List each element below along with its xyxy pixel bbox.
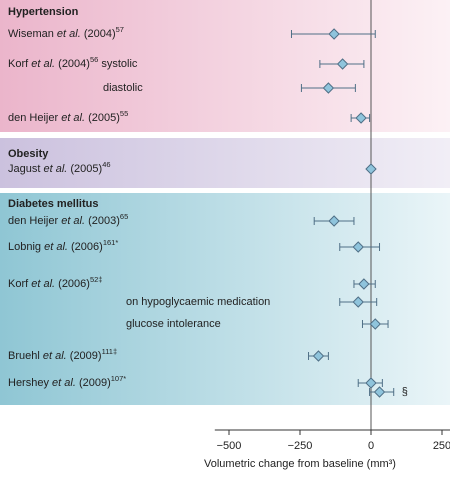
point: [328, 28, 340, 40]
author: Korf: [8, 278, 31, 290]
study-label: Wiseman et al. (2004)57: [8, 25, 124, 40]
year: (2004): [81, 28, 116, 40]
study-label: den Heijer et al. (2005)55: [8, 109, 128, 124]
point: [369, 318, 381, 330]
year: (2003): [85, 215, 120, 227]
year: (2006): [68, 241, 103, 253]
point: [328, 215, 340, 227]
x-axis-label: Volumetric change from baseline (mm³): [204, 458, 396, 470]
x-tick-label: −250: [288, 440, 313, 452]
point: [355, 112, 367, 124]
study-label: on hypoglycaemic medication: [126, 296, 270, 308]
ref: 55: [120, 109, 128, 118]
ref: 65: [120, 212, 128, 221]
et-al: et al.: [61, 112, 85, 124]
study-label: diastolic: [103, 82, 143, 94]
point: [322, 82, 335, 94]
point: [358, 278, 370, 290]
ref: 161*: [103, 238, 119, 247]
year: (2005): [67, 163, 102, 175]
author: den Heijer: [8, 215, 61, 227]
author: Jagust: [8, 163, 43, 175]
year: (2004): [55, 58, 90, 70]
ref: 56: [90, 55, 98, 64]
et-al: et al.: [31, 58, 55, 70]
year: (2006): [55, 278, 90, 290]
study-label: Korf et al. (2004)56 systolic: [8, 55, 138, 70]
section-title: Hypertension: [8, 6, 79, 18]
study-label: Lobnig et al. (2006)161*: [8, 238, 118, 253]
study-label: Bruehl et al. (2009)111‡: [8, 347, 117, 362]
et-al: et al.: [57, 28, 81, 40]
note: §: [402, 386, 408, 398]
extra: on hypoglycaemic medication: [126, 296, 270, 308]
point: [365, 163, 377, 175]
et-al: et al.: [44, 241, 68, 253]
ref: 52‡: [90, 275, 103, 284]
author: Korf: [8, 58, 31, 70]
author: Bruehl: [8, 350, 43, 362]
year: (2009): [76, 377, 111, 389]
point: [373, 386, 386, 398]
study-label: den Heijer et al. (2003)65: [8, 212, 128, 227]
x-tick-label: 0: [368, 440, 374, 452]
extra: diastolic: [103, 82, 143, 94]
ref: 111‡: [102, 347, 118, 356]
study-label: Korf et al. (2006)52‡: [8, 275, 102, 290]
et-al: et al.: [43, 163, 67, 175]
author: Wiseman: [8, 28, 57, 40]
et-al: et al.: [43, 350, 67, 362]
point: [352, 241, 364, 253]
point: [352, 296, 364, 308]
et-al: et al.: [31, 278, 55, 290]
section-title: Obesity: [8, 148, 49, 160]
section-title: Diabetes mellitus: [8, 198, 98, 210]
author: Hershey: [8, 377, 52, 389]
x-tick-label: −500: [217, 440, 242, 452]
study-label: glucose intolerance: [126, 318, 221, 330]
section-band: [0, 193, 450, 405]
year: (2009): [67, 350, 102, 362]
point: [312, 350, 325, 362]
year: (2005): [85, 112, 120, 124]
ref: 57: [116, 25, 124, 34]
x-tick-label: 250: [433, 440, 450, 452]
extra: systolic: [98, 58, 138, 70]
point: [365, 377, 377, 389]
study-label: Hershey et al. (2009)107*: [8, 374, 126, 389]
study-label: Jagust et al. (2005)46: [8, 160, 111, 175]
point: [336, 58, 349, 70]
section-band: [0, 138, 450, 188]
et-al: et al.: [52, 377, 76, 389]
author: den Heijer: [8, 112, 61, 124]
ref: 107*: [111, 374, 127, 383]
extra: glucose intolerance: [126, 318, 221, 330]
author: Lobnig: [8, 241, 44, 253]
section-band: [0, 0, 450, 132]
et-al: et al.: [61, 215, 85, 227]
ref: 46: [102, 160, 110, 169]
